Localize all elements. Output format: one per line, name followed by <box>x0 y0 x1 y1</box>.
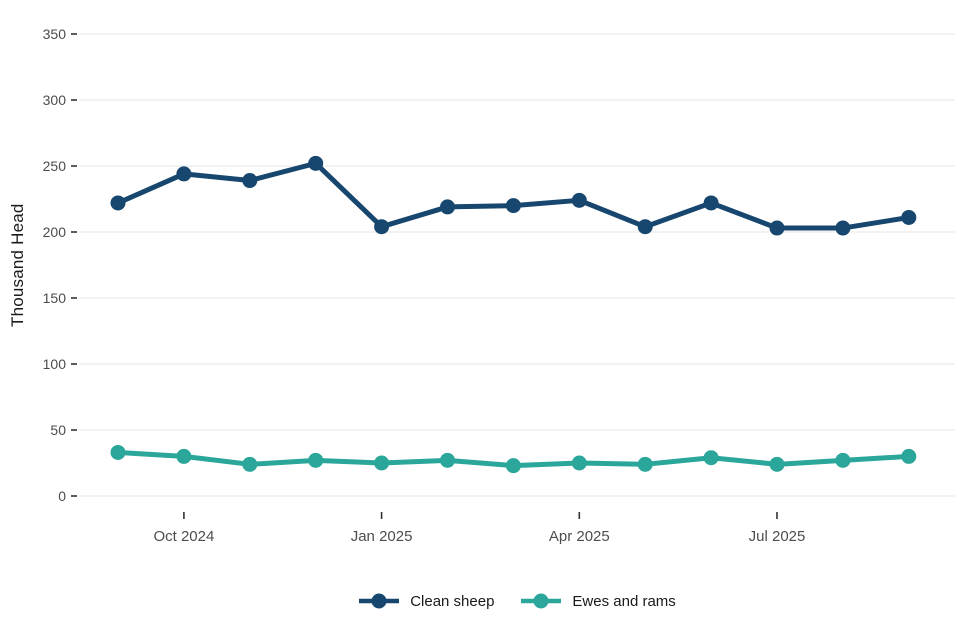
data-point-clean-sheep-sep-2025 <box>901 209 917 225</box>
y-tick-label-0: 0 <box>58 488 66 504</box>
data-point-ewes-and-rams-dec-2024 <box>308 452 324 468</box>
chart-legend: Clean sheep Ewes and rams <box>79 584 955 618</box>
x-tick-label-apr-2025: Apr 2025 <box>549 528 610 545</box>
data-point-clean-sheep-oct-2024 <box>176 166 192 182</box>
data-point-clean-sheep-apr-2025 <box>571 192 587 208</box>
legend-label-ewes-and-rams: Ewes and rams <box>572 592 676 610</box>
data-point-ewes-and-rams-aug-2025 <box>835 452 851 468</box>
ewes-and-rams-line-marker-icon <box>521 593 562 609</box>
data-point-ewes-and-rams-apr-2025 <box>571 455 587 471</box>
y-tick-label-50: 50 <box>50 422 66 438</box>
data-point-ewes-and-rams-jun-2025 <box>703 450 719 466</box>
data-point-clean-sheep-may-2025 <box>637 219 653 235</box>
data-point-clean-sheep-aug-2025 <box>835 220 851 236</box>
series-line-clean-sheep <box>115 160 912 231</box>
x-tick-label-oct-2024: Oct 2024 <box>153 528 214 545</box>
clean-sheep-line-marker-icon <box>359 593 400 609</box>
data-point-ewes-and-rams-mar-2025 <box>505 458 521 474</box>
data-point-clean-sheep-nov-2024 <box>242 173 258 189</box>
data-point-ewes-and-rams-sep-2025 <box>901 448 917 464</box>
data-point-clean-sheep-sep-2024 <box>110 195 126 211</box>
y-tick-label-150: 150 <box>43 290 67 306</box>
data-point-ewes-and-rams-oct-2024 <box>176 448 192 464</box>
legend-item-clean-sheep: Clean sheep <box>358 590 494 612</box>
legend-label-clean-sheep: Clean sheep <box>410 592 495 610</box>
data-point-clean-sheep-feb-2025 <box>440 199 455 215</box>
plot-area: 0 50 100 150 200 250 300 350 Oct 2024 Jan 2025 Apr… <box>43 26 955 545</box>
data-point-ewes-and-rams-sep-2024 <box>110 444 126 460</box>
data-point-ewes-and-rams-feb-2025 <box>440 452 455 468</box>
data-point-ewes-and-rams-nov-2024 <box>242 456 258 472</box>
x-tick-label-jul-2025: Jul 2025 <box>749 528 806 545</box>
data-point-ewes-and-rams-jul-2025 <box>769 456 785 472</box>
legend-item-ewes-and-rams: Ewes and rams <box>520 590 676 612</box>
data-point-ewes-and-rams-jan-2025 <box>374 455 390 471</box>
data-point-clean-sheep-dec-2024 <box>308 155 324 171</box>
data-point-clean-sheep-jun-2025 <box>703 195 719 211</box>
x-tick-label-jan-2025: Jan 2025 <box>351 528 413 545</box>
data-point-clean-sheep-jul-2025 <box>769 220 785 236</box>
data-point-clean-sheep-mar-2025 <box>505 198 521 214</box>
y-tick-label-350: 350 <box>43 26 67 42</box>
y-tick-label-250: 250 <box>43 158 67 174</box>
data-point-clean-sheep-jan-2025 <box>374 219 390 235</box>
y-tick-label-100: 100 <box>43 356 67 372</box>
y-tick-label-300: 300 <box>43 92 67 108</box>
data-point-ewes-and-rams-may-2025 <box>637 456 653 472</box>
y-tick-label-200: 200 <box>43 224 67 240</box>
